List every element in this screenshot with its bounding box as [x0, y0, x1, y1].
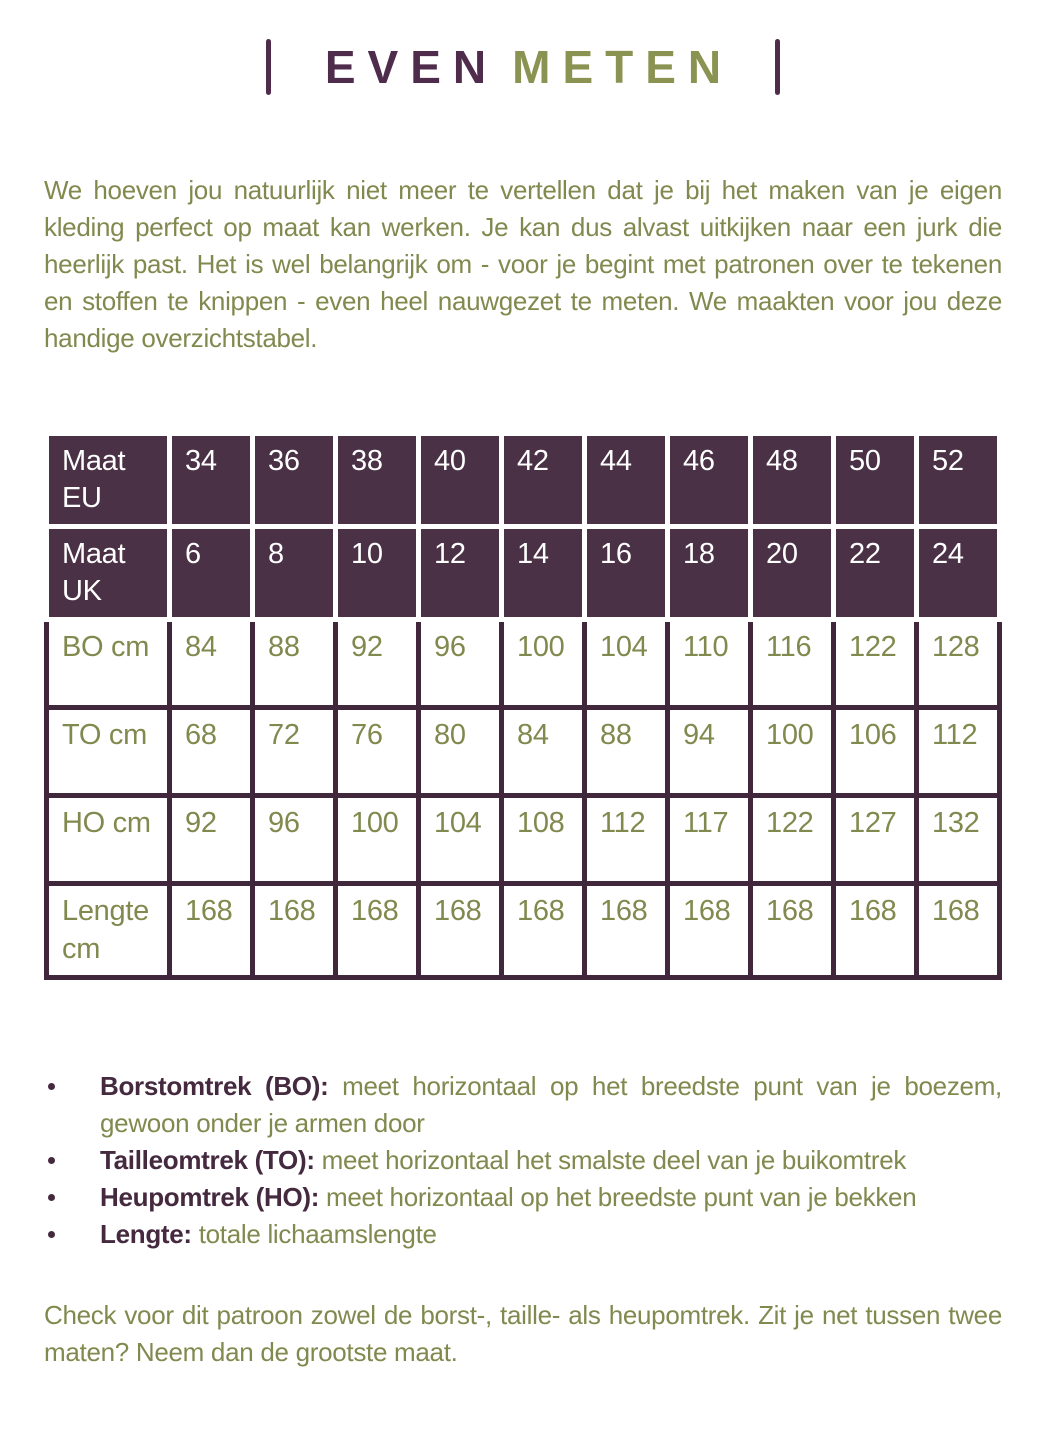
value-cell: 46 [665, 430, 753, 530]
value-cell: 108 [499, 793, 587, 887]
value-cell: 18 [665, 524, 753, 623]
value-cell: 96 [416, 617, 504, 711]
value-cell: 110 [665, 617, 753, 711]
measure-description: meet horizontaal op het breedste punt va… [326, 1181, 917, 1212]
measure-description: meet horizontaal op het breedste punt va… [100, 1070, 1002, 1138]
value-cell: 168 [499, 881, 587, 980]
row-label-cell: BO cm [44, 617, 172, 711]
table-row: BO cm 84 88 92 96 100 104 110 116 122 128 [44, 617, 1002, 711]
table-row: TO cm 68 72 76 80 84 88 94 100 106 112 [44, 705, 1002, 799]
value-cell: 168 [333, 881, 421, 980]
value-cell: 122 [831, 617, 919, 711]
value-cell: 92 [333, 617, 421, 711]
value-cell: 22 [831, 524, 919, 623]
value-cell: 168 [831, 881, 919, 980]
value-cell: 168 [665, 881, 753, 980]
page-title: EVEN METEN [44, 34, 1002, 100]
value-cell: 88 [250, 617, 338, 711]
value-cell: 42 [499, 430, 587, 530]
value-cell: 38 [333, 430, 421, 530]
value-cell: 52 [914, 430, 1002, 530]
value-cell: 100 [748, 705, 836, 799]
value-cell: 8 [250, 524, 338, 623]
title-word-meten: METEN [512, 41, 734, 93]
intro-paragraph: We hoeven jou natuurlijk niet meer te ve… [44, 175, 1002, 353]
row-label-cell: Lengte cm [44, 881, 172, 980]
table-row: HO cm 92 96 100 104 108 112 117 122 127 132 [44, 793, 1002, 887]
value-cell: 122 [748, 793, 836, 887]
value-cell: 104 [582, 617, 670, 711]
bullet-icon [48, 1193, 55, 1201]
value-cell: 40 [416, 430, 504, 530]
table-row: Maat UK 6 8 10 12 14 16 18 20 22 24 [44, 524, 1002, 623]
size-table: Maat EU 34 36 38 40 42 44 46 48 50 52 Maat UK 6 8 10 12… [44, 430, 1002, 980]
value-cell: 112 [914, 705, 1002, 799]
bullet-icon [48, 1230, 55, 1238]
value-cell: 132 [914, 793, 1002, 887]
value-cell: 128 [914, 617, 1002, 711]
value-cell: 168 [914, 881, 1002, 980]
value-cell: 24 [914, 524, 1002, 623]
measure-description: totale lichaamslengte [198, 1218, 437, 1249]
value-cell: 106 [831, 705, 919, 799]
measure-definition-item: Heupomtrek (HO): meet horizontaal op het… [44, 1179, 1002, 1216]
value-cell: 44 [582, 430, 670, 530]
value-cell: 84 [499, 705, 587, 799]
table-row: Lengte cm 168 168 168 168 168 168 168 168 168 168 [44, 881, 1002, 980]
value-cell: 96 [250, 793, 338, 887]
measure-definition-item: Tailleomtrek (TO): meet horizontaal het … [44, 1142, 1002, 1179]
value-cell: 92 [167, 793, 255, 887]
value-cell: 112 [582, 793, 670, 887]
value-cell: 104 [416, 793, 504, 887]
value-cell: 50 [831, 430, 919, 530]
value-cell: 76 [333, 705, 421, 799]
table-row: Maat EU 34 36 38 40 42 44 46 48 50 52 [44, 430, 1002, 530]
decorative-bar-right-icon [775, 39, 781, 95]
value-cell: 168 [582, 881, 670, 980]
measure-term: Lengte: [100, 1218, 199, 1249]
value-cell: 88 [582, 705, 670, 799]
value-cell: 48 [748, 430, 836, 530]
measure-definitions-list: Borstomtrek (BO): meet horizontaal op he… [44, 1068, 1002, 1253]
decorative-bar-left-icon [265, 39, 271, 95]
measure-term: Tailleomtrek (TO): [100, 1144, 322, 1175]
measure-definition-item: Borstomtrek (BO): meet horizontaal op he… [44, 1068, 1002, 1142]
value-cell: 168 [748, 881, 836, 980]
value-cell: 16 [582, 524, 670, 623]
value-cell: 34 [167, 430, 255, 530]
row-label-cell: Maat EU [44, 430, 172, 530]
value-cell: 84 [167, 617, 255, 711]
value-cell: 10 [333, 524, 421, 623]
value-cell: 100 [333, 793, 421, 887]
value-cell: 80 [416, 705, 504, 799]
measure-term: Borstomtrek (BO): [100, 1070, 343, 1101]
value-cell: 20 [748, 524, 836, 623]
bullet-icon [48, 1082, 55, 1090]
value-cell: 6 [167, 524, 255, 623]
value-cell: 36 [250, 430, 338, 530]
value-cell: 168 [416, 881, 504, 980]
measure-definition-item: Lengte: totale lichaamslengte [44, 1216, 1002, 1253]
row-label-cell: TO cm [44, 705, 172, 799]
measure-term: Heupomtrek (HO): [100, 1181, 327, 1212]
row-label-cell: HO cm [44, 793, 172, 887]
measure-description: meet horizontaal het smalste deel van je… [321, 1144, 907, 1175]
value-cell: 100 [499, 617, 587, 711]
title-text: EVEN METEN [325, 44, 721, 90]
value-cell: 68 [167, 705, 255, 799]
value-cell: 14 [499, 524, 587, 623]
closing-paragraph: Check voor dit patroon zowel de borst-, … [44, 1299, 1002, 1367]
value-cell: 117 [665, 793, 753, 887]
row-label-cell: Maat UK [44, 524, 172, 623]
value-cell: 94 [665, 705, 753, 799]
value-cell: 72 [250, 705, 338, 799]
value-cell: 116 [748, 617, 836, 711]
title-word-even: EVEN [324, 41, 499, 93]
value-cell: 12 [416, 524, 504, 623]
value-cell: 168 [250, 881, 338, 980]
value-cell: 127 [831, 793, 919, 887]
value-cell: 168 [167, 881, 255, 980]
bullet-icon [48, 1156, 55, 1164]
